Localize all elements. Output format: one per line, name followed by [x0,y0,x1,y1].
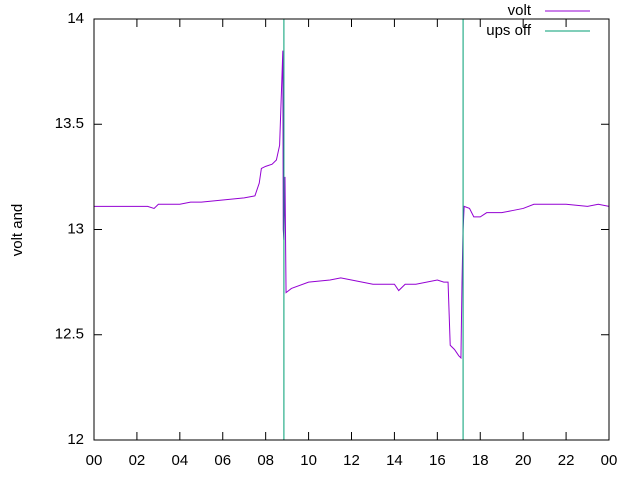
y-tick-label: 13 [67,220,84,237]
x-tick-label: 04 [171,452,188,469]
x-tick-label: 08 [257,452,274,469]
y-axis-label: volt and [9,204,26,257]
series-line [283,19,464,440]
plot-border [93,18,610,441]
x-tick-label: 00 [601,452,618,469]
y-tick-label: 12 [67,431,84,448]
legend-label: volt [508,2,532,19]
x-tick-label: 02 [129,452,146,469]
x-tick-label: 20 [515,452,532,469]
x-tick-label: 12 [343,452,360,469]
x-tick-label: 18 [472,452,489,469]
x-tick-label: 16 [429,452,446,469]
y-tick-label: 12.5 [55,326,84,343]
x-tick-label: 10 [300,452,317,469]
x-tick-label: 00 [86,452,103,469]
x-tick-label: 06 [214,452,231,469]
series-line [94,50,610,360]
legend-label: ups off [486,22,532,39]
x-tick-label: 22 [558,452,575,469]
y-tick-label: 14 [67,10,84,27]
y-tick-label: 13.5 [55,115,84,132]
x-tick-label: 14 [386,452,403,469]
